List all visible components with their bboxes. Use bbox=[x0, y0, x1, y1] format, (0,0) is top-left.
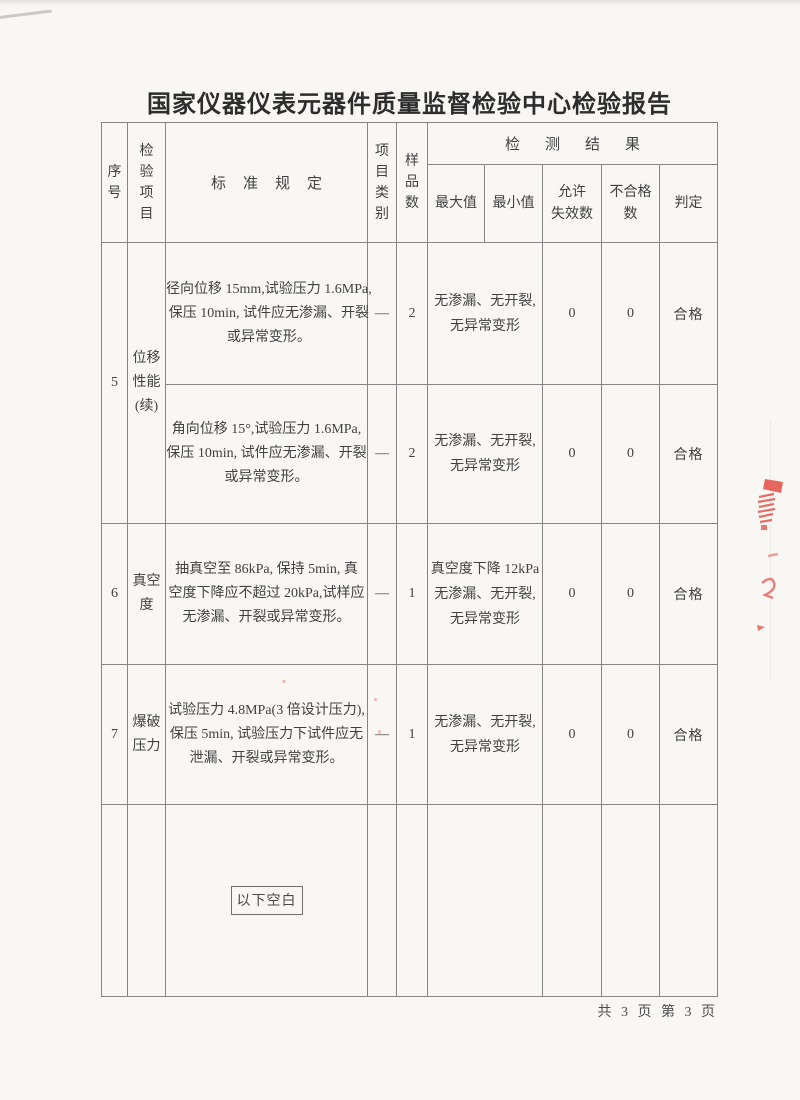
cell-allowed-failures: 0 bbox=[542, 242, 602, 385]
cell-empty bbox=[396, 804, 428, 997]
table-row: 角向位移 15°,试验压力 1.6MPa, 保压 10min, 试件应无渗漏、开… bbox=[102, 384, 718, 524]
report-title: 国家仪器仪表元器件质量监督检验中心检验报告 bbox=[147, 91, 672, 118]
cell-result: 无渗漏、无开裂, 无异常变形 bbox=[427, 664, 543, 805]
header-nonconforming-label: 不合格 数 bbox=[609, 184, 652, 222]
cell-result: 真空度下降 12kPa 无渗漏、无开裂, 无异常变形 bbox=[427, 523, 543, 665]
blank-note-box: 以下空白 bbox=[230, 886, 303, 915]
cell-empty bbox=[127, 804, 166, 997]
table-row: 5 位移 性能 (续) 径向位移 15mm,试验压力 1.6MPa, 保压 10… bbox=[101, 242, 718, 524]
cell-verdict: 合格 bbox=[659, 523, 718, 665]
header-seq-label: 序 号 bbox=[107, 164, 122, 201]
cell-empty bbox=[427, 804, 543, 997]
cell-result: 无渗漏、无开裂, 无异常变形 bbox=[427, 242, 543, 385]
header-result-group-label: 检测结果 bbox=[504, 137, 665, 153]
header-nonconforming: 不合格 数 bbox=[601, 164, 660, 243]
header-verdict: 判定 bbox=[659, 164, 718, 243]
cell-item: 爆破 压力 bbox=[127, 664, 166, 805]
cell-allowed-failures: 0 bbox=[542, 384, 602, 524]
table-row: 6 真空 度 抽真空至 86kPa, 保持 5min, 真 空度下降应不超过 2… bbox=[101, 523, 718, 665]
cell-samples: 2 bbox=[396, 384, 428, 524]
red-seal-fragment bbox=[757, 479, 783, 631]
header-category-label: 项 目 类 别 bbox=[375, 143, 389, 222]
cell-seq: 5 bbox=[101, 242, 128, 524]
header-samples: 样 品 数 bbox=[396, 122, 428, 243]
scan-speck bbox=[282, 680, 286, 683]
header-result-group: 检测结果 bbox=[427, 122, 718, 165]
header-max: 最大值 bbox=[427, 164, 485, 243]
scan-top-edge bbox=[0, 0, 800, 6]
cell-item-label: 爆破 压力 bbox=[132, 714, 161, 754]
cell-nonconforming: 0 bbox=[601, 523, 660, 665]
table-row-blank: 以下空白 bbox=[101, 804, 718, 997]
cell-item: 真空 度 bbox=[127, 523, 166, 665]
cell-item-label: 位移 性能 (续) bbox=[132, 351, 161, 414]
cell-seq: 6 bbox=[101, 523, 128, 665]
cell-nonconforming: 0 bbox=[601, 242, 660, 385]
cell-verdict: 合格 bbox=[659, 242, 718, 385]
inspection-results-table: 序 号 检 验 项 目 标准规定 项 目 类 别 样 品 数 检测结果 最大值 … bbox=[101, 122, 718, 997]
scan-speck bbox=[378, 730, 381, 734]
header-item-label: 检 验 项 目 bbox=[139, 143, 154, 222]
header-allowed-failures-label: 允许 失效数 bbox=[551, 184, 593, 222]
cell-empty bbox=[601, 804, 660, 997]
cell-samples: 1 bbox=[396, 664, 428, 805]
cell-category: — bbox=[367, 384, 397, 524]
cell-samples: 1 bbox=[396, 523, 428, 665]
cell-empty bbox=[659, 804, 718, 997]
table-row: 7 爆破 压力 试验压力 4.8MPa(3 倍设计压力), 保压 5min, 试… bbox=[101, 664, 718, 805]
cell-samples: 2 bbox=[396, 242, 428, 385]
header-allowed-failures: 允许 失效数 bbox=[542, 164, 602, 243]
cell-standard: 抽真空至 86kPa, 保持 5min, 真 空度下降应不超过 20kPa,试样… bbox=[165, 523, 368, 665]
paper-crease bbox=[770, 420, 771, 680]
cell-nonconforming: 0 bbox=[601, 384, 660, 524]
cell-seq: 7 bbox=[101, 664, 128, 805]
header-samples-label: 样 品 数 bbox=[405, 154, 419, 211]
cell-result: 无渗漏、无开裂, 无异常变形 bbox=[427, 384, 543, 524]
header-min: 最小值 bbox=[484, 164, 543, 243]
cell-item: 位移 性能 (续) bbox=[127, 242, 166, 524]
cell-empty bbox=[542, 804, 602, 997]
header-standard-label: 标准规定 bbox=[210, 176, 339, 192]
cell-blank-note: 以下空白 bbox=[165, 804, 368, 997]
cell-verdict: 合格 bbox=[659, 384, 718, 524]
scan-speck bbox=[374, 698, 377, 701]
header-seq: 序 号 bbox=[101, 122, 128, 243]
header-standard: 标准规定 bbox=[165, 122, 368, 243]
cell-empty bbox=[367, 804, 397, 997]
cell-category: — bbox=[367, 664, 397, 805]
cell-item-label: 真空 度 bbox=[132, 574, 161, 613]
page-number: 共 3 页 第 3 页 bbox=[597, 1005, 718, 1020]
cell-category: — bbox=[367, 523, 397, 665]
cell-verdict: 合格 bbox=[659, 664, 718, 805]
cell-category: — bbox=[367, 242, 397, 385]
cell-standard: 试验压力 4.8MPa(3 倍设计压力), 保压 5min, 试验压力下试件应无… bbox=[165, 664, 368, 805]
cell-empty bbox=[101, 804, 128, 997]
cell-standard: 角向位移 15°,试验压力 1.6MPa, 保压 10min, 试件应无渗漏、开… bbox=[165, 384, 368, 524]
cell-allowed-failures: 0 bbox=[542, 664, 602, 805]
scan-corner-artifact bbox=[0, 9, 52, 20]
cell-nonconforming: 0 bbox=[601, 664, 660, 805]
header-category: 项 目 类 别 bbox=[367, 122, 397, 243]
header-item: 检 验 项 目 bbox=[127, 122, 166, 243]
cell-allowed-failures: 0 bbox=[542, 523, 602, 665]
cell-standard: 径向位移 15mm,试验压力 1.6MPa, 保压 10min, 试件应无渗漏、… bbox=[165, 242, 372, 385]
